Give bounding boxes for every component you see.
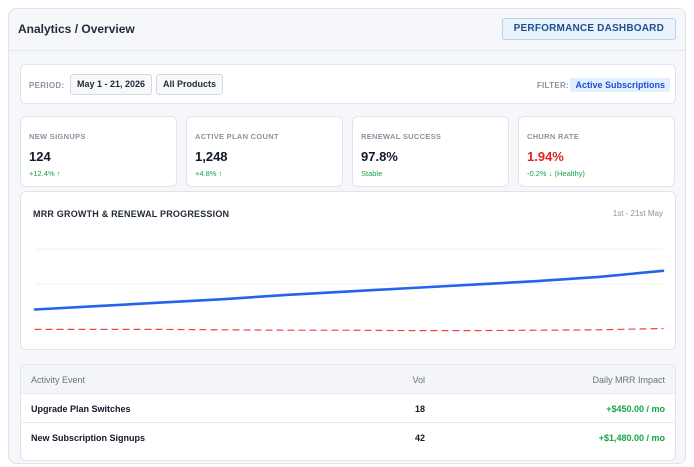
breadcrumb[interactable]: Analytics / Overview [18,22,135,36]
kpi-value: 1.94% [527,149,564,164]
header-vol[interactable]: Vol [412,375,425,385]
row-impact: +$1,480.00 / mo [598,433,665,443]
kpi-delta: +4.8% ↑ [195,169,223,178]
table-row[interactable]: New Subscription Signups 42 +$1,480.00 /… [21,423,675,452]
kpi-value: 97.8% [361,149,398,164]
page-header: Analytics / Overview PERFORMANCE DASHBOA… [9,9,685,51]
mrr-series-line [33,269,665,311]
kpi-delta: Stable [361,169,383,178]
kpi-card-active-plan-count: ACTIVE PLAN COUNT 1,248 +4.8% ↑ [186,116,343,187]
kpi-label: RENEWAL SUCCESS [361,132,442,141]
kpi-label: ACTIVE PLAN COUNT [195,132,279,141]
row-vol: 42 [414,433,425,443]
row-event: New Subscription Signups [31,433,146,443]
active-subscriptions-filter-tag[interactable]: Active Subscriptions [570,78,670,92]
kpi-delta: -0.2% ↓ (Healthy) [527,169,585,178]
row-impact: +$450.00 / mo [606,404,665,414]
period-label: PERIOD: [29,81,65,90]
kpi-value: 124 [29,149,51,164]
kpi-label: NEW SIGNUPS [29,132,86,141]
kpi-card-renewal-success: RENEWAL SUCCESS 97.8% Stable [352,116,509,187]
kpi-value: 1,248 [195,149,228,164]
chart-title: MRR GROWTH & RENEWAL PROGRESSION [33,209,230,219]
period-date-select[interactable]: May 1 - 21, 2026 [70,74,153,95]
table-header-row: Activity Event Vol Daily MRR Impact [21,365,675,394]
kpi-label: CHURN RATE [527,132,580,141]
filter-label: FILTER: [536,81,569,90]
kpi-card-churn-rate: CHURN RATE 1.94% -0.2% ↓ (Healthy) [518,116,675,187]
kpi-card-new-signups: NEW SIGNUPS 124 +12.4% ↑ [20,116,177,187]
header-daily-mrr-impact[interactable]: Daily MRR Impact [592,375,665,385]
performance-dashboard-button[interactable]: PERFORMANCE DASHBOARD [501,18,676,40]
table-row[interactable]: Upgrade Plan Switches 18 +$450.00 / mo [21,394,675,423]
product-select[interactable]: All Products [156,74,224,95]
header-activity-event[interactable]: Activity Event [31,375,86,385]
chart-date-range: 1st - 21st May [612,209,663,218]
churn-series-line [34,327,664,332]
mrr-chart-card: MRR GROWTH & RENEWAL PROGRESSION 1st - 2… [20,191,676,350]
filter-bar: PERIOD: May 1 - 21, 2026 All Products FI… [20,64,676,104]
mrr-line-chart [33,248,665,332]
row-event: Upgrade Plan Switches [31,404,131,414]
activity-table: Activity Event Vol Daily MRR Impact Upgr… [20,364,676,461]
row-vol: 18 [414,404,425,414]
analytics-panel: Analytics / Overview PERFORMANCE DASHBOA… [8,8,686,464]
kpi-delta: +12.4% ↑ [29,169,61,178]
